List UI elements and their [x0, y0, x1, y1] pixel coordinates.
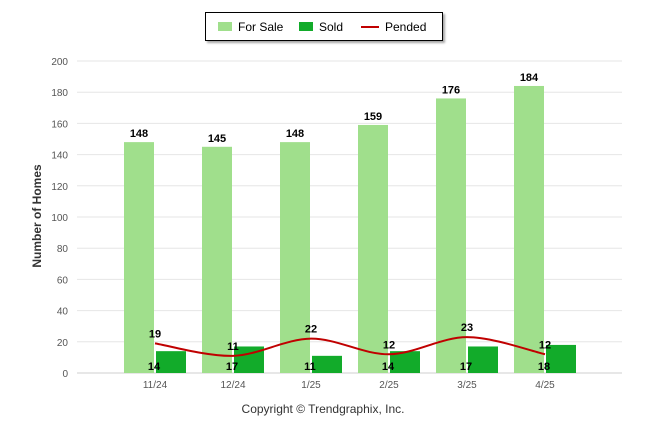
data-label-for-sale: 145 — [208, 133, 226, 145]
legend-item-pended[interactable]: Pended — [361, 13, 426, 40]
bar-sold — [156, 351, 186, 373]
legend-item-sold[interactable]: Sold — [299, 13, 343, 40]
legend-label-sold: Sold — [319, 19, 344, 34]
data-labels: 148 14 145 17 148 11 159 14 176 17 184 18 19 11 22 12 23… — [130, 72, 551, 373]
y-axis-label: Number of Homes — [30, 164, 44, 268]
x-axis-ticks: 11/24 12/24 1/25 2/25 3/25 4/25 — [143, 380, 555, 391]
y-tick-label: 140 — [51, 151, 68, 162]
copyright-text: Copyright © Trendgraphix, Inc. — [241, 402, 405, 416]
y-tick-label: 180 — [51, 88, 68, 99]
legend-swatch-for-sale — [218, 22, 232, 31]
data-label-sold: 18 — [538, 361, 550, 373]
y-tick-label: 0 — [62, 369, 68, 380]
bar-sold — [312, 355, 342, 373]
legend-label-for-sale: For Sale — [238, 19, 284, 34]
bar-sold — [546, 344, 576, 373]
bar-for-sale — [280, 142, 310, 373]
data-label-sold: 14 — [382, 361, 395, 373]
legend-label-pended: Pended — [385, 19, 427, 34]
y-tick-label: 120 — [51, 182, 68, 193]
data-label-sold: 17 — [460, 361, 472, 373]
data-label-for-sale: 159 — [364, 111, 382, 123]
y-axis-ticks: 0 20 40 60 80 100 120 140 160 180 200 — [51, 57, 68, 380]
x-tick-label: 1/25 — [301, 380, 321, 391]
x-tick-label: 3/25 — [457, 380, 477, 391]
data-label-pended: 12 — [539, 339, 551, 351]
x-tick-label: 4/25 — [535, 380, 555, 391]
y-tick-label: 160 — [51, 119, 68, 130]
x-tick-label: 11/24 — [143, 380, 168, 391]
y-tick-label: 20 — [57, 338, 69, 349]
legend-item-for-sale[interactable]: For Sale — [218, 13, 283, 40]
legend: For Sale Sold Pended — [205, 12, 443, 41]
data-label-for-sale: 184 — [520, 72, 539, 84]
data-label-pended: 23 — [461, 322, 473, 334]
y-tick-label: 100 — [51, 213, 68, 224]
data-label-pended: 11 — [227, 341, 239, 353]
y-tick-label: 40 — [57, 307, 69, 318]
data-label-sold: 17 — [226, 361, 238, 373]
bar-for-sale — [124, 142, 154, 373]
y-tick-label: 80 — [57, 244, 69, 255]
y-tick-label: 60 — [57, 275, 69, 286]
pended-line-path — [154, 336, 546, 357]
bar-for-sale — [358, 124, 388, 374]
y-tick-label: 200 — [51, 57, 68, 68]
data-label-for-sale: 148 — [130, 128, 148, 140]
bar-sold — [468, 346, 498, 373]
bar-for-sale — [436, 98, 466, 373]
data-label-pended: 19 — [149, 328, 161, 340]
legend-swatch-sold — [299, 22, 313, 31]
legend-swatch-pended — [361, 25, 379, 28]
data-label-for-sale: 148 — [286, 128, 304, 140]
bar-for-sale — [202, 146, 232, 373]
data-label-sold: 11 — [304, 361, 316, 373]
bars — [124, 85, 576, 374]
pended-line — [154, 336, 546, 357]
data-label-pended: 12 — [383, 339, 395, 351]
data-label-sold: 14 — [148, 361, 161, 373]
bar-for-sale — [514, 85, 544, 374]
x-tick-label: 12/24 — [220, 380, 245, 391]
data-label-for-sale: 176 — [442, 84, 460, 96]
data-label-pended: 22 — [305, 324, 317, 336]
bar-sold — [390, 351, 420, 373]
x-tick-label: 2/25 — [379, 380, 399, 391]
